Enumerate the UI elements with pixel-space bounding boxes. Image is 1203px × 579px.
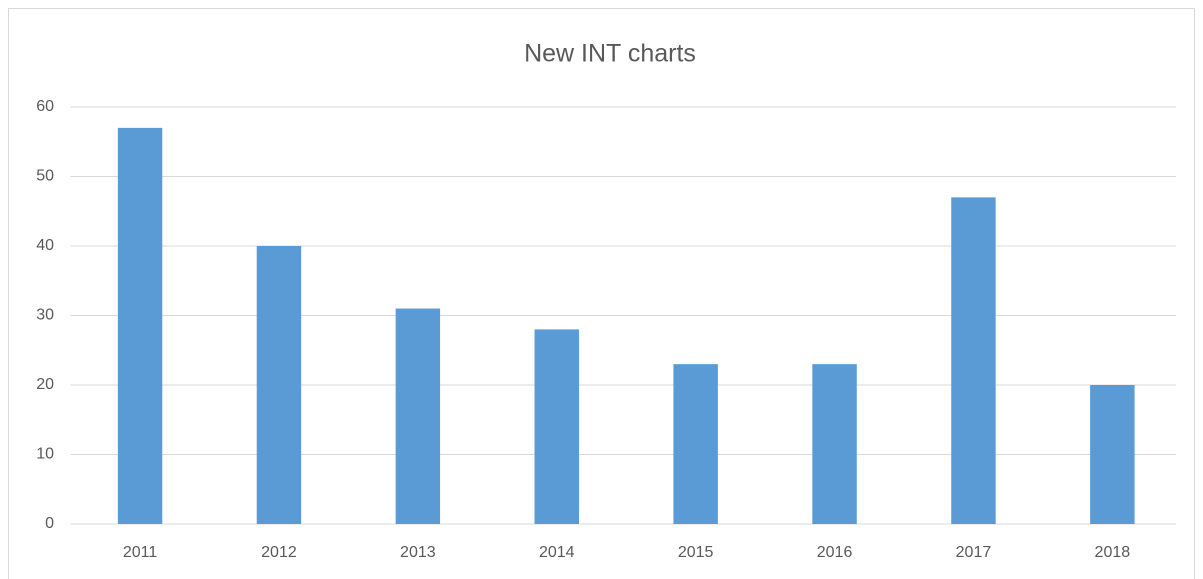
x-tick-label: 2011 [123,544,158,561]
x-tick-label: 2012 [261,544,297,561]
y-tick-label: 20 [36,376,54,393]
bar [673,364,718,524]
y-tick-label: 10 [36,446,54,463]
y-tick-label: 60 [36,98,54,115]
bar [812,364,857,524]
bar [951,197,996,524]
bar [534,329,579,524]
bar [1090,385,1135,524]
x-tick-label: 2018 [1095,544,1131,561]
y-tick-label: 40 [36,237,54,254]
chart-border [8,8,1195,579]
x-tick-label: 2013 [400,544,436,561]
y-tick-label: 50 [36,168,54,185]
y-tick-label: 30 [36,307,54,324]
x-tick-label: 2015 [678,544,714,561]
bar [256,246,302,524]
bar [117,127,163,524]
y-tick-label: 0 [45,515,54,532]
x-tick-label: 2017 [956,544,992,561]
x-tick-label: 2014 [539,544,575,561]
chart-title: New INT charts [524,40,696,68]
x-tick-label: 2016 [817,544,853,561]
bar [395,308,441,524]
